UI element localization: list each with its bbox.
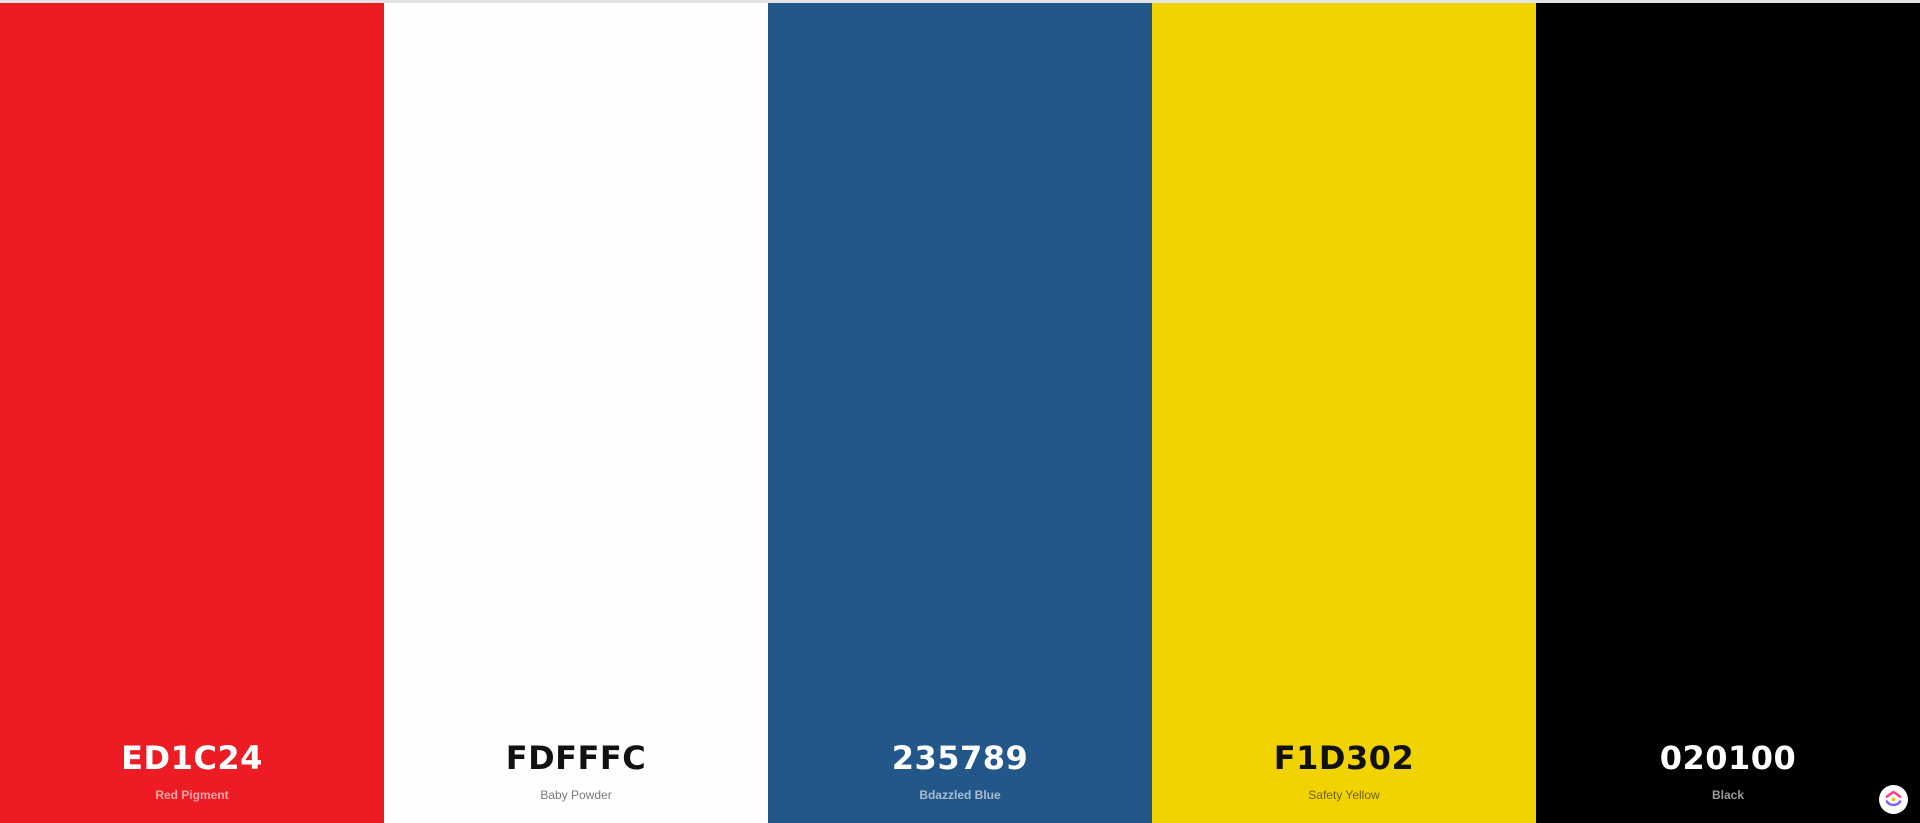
swatch-safety-yellow[interactable]: F1D302 Safety Yellow bbox=[1152, 3, 1536, 823]
hex-code[interactable]: F1D302 bbox=[1273, 739, 1415, 777]
app-logo-button[interactable] bbox=[1879, 785, 1908, 814]
hex-code[interactable]: 235789 bbox=[891, 739, 1029, 777]
hex-code[interactable]: FDFFFC bbox=[505, 739, 647, 777]
color-palette: ED1C24 Red Pigment FDFFFC Baby Powder 23… bbox=[0, 3, 1920, 823]
top-border bbox=[0, 0, 1920, 3]
swatch-info: 020100 Black bbox=[1536, 742, 1920, 801]
hex-code[interactable]: ED1C24 bbox=[121, 739, 263, 777]
swatch-info: 235789 Bdazzled Blue bbox=[768, 742, 1152, 801]
color-name: Red Pigment bbox=[155, 788, 229, 802]
color-name: Safety Yellow bbox=[1308, 788, 1380, 802]
swatch-red-pigment[interactable]: ED1C24 Red Pigment bbox=[0, 3, 384, 823]
swatch-info: FDFFFC Baby Powder bbox=[384, 742, 768, 801]
swatch-black[interactable]: 020100 Black bbox=[1536, 3, 1920, 823]
swatch-bdazzled-blue[interactable]: 235789 Bdazzled Blue bbox=[768, 3, 1152, 823]
color-name: Black bbox=[1711, 788, 1745, 802]
hex-code[interactable]: 020100 bbox=[1659, 739, 1797, 777]
app-logo-icon bbox=[1885, 790, 1902, 807]
swatch-baby-powder[interactable]: FDFFFC Baby Powder bbox=[384, 3, 768, 823]
swatch-info: F1D302 Safety Yellow bbox=[1152, 742, 1536, 801]
color-name: Bdazzled Blue bbox=[919, 788, 1001, 802]
color-name: Baby Powder bbox=[540, 788, 612, 802]
swatch-info: ED1C24 Red Pigment bbox=[0, 742, 384, 801]
